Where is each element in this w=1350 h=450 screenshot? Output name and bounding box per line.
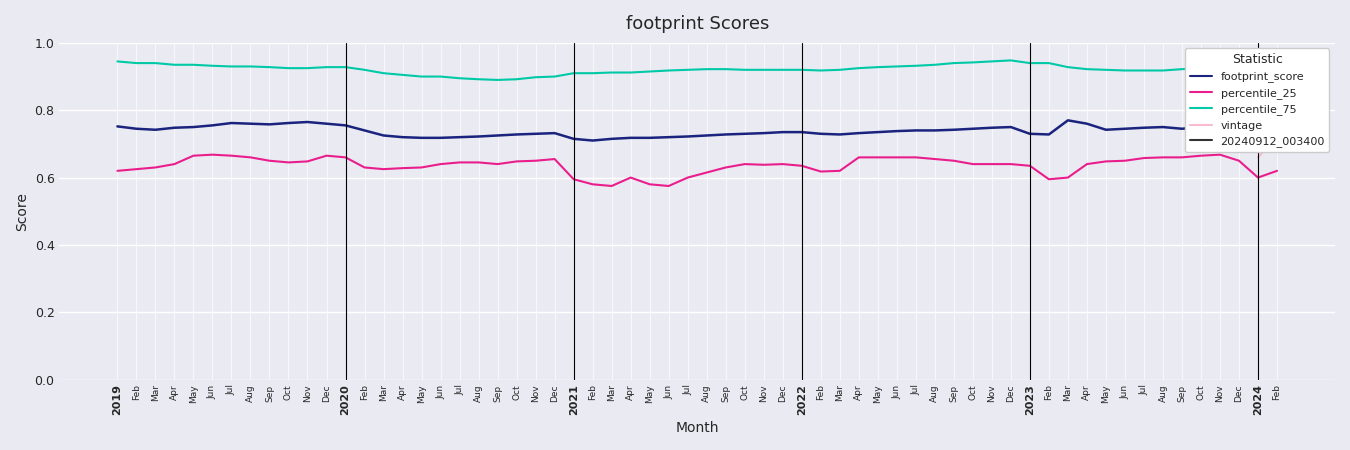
percentile_75 <box>109 58 126 64</box>
percentile_75 <box>832 67 848 72</box>
footprint_score <box>1154 124 1170 130</box>
percentile_75 <box>1154 68 1170 73</box>
percentile_25 <box>356 165 373 170</box>
footprint_score <box>832 132 848 137</box>
percentile_75 <box>338 64 354 70</box>
percentile_25 <box>603 183 620 189</box>
percentile_25 <box>204 152 220 158</box>
X-axis label: Month: Month <box>675 421 720 435</box>
footprint_score <box>109 124 126 129</box>
Title: footprint Scores: footprint Scores <box>625 15 770 33</box>
footprint_score <box>1269 135 1285 140</box>
Line: percentile_75: percentile_75 <box>117 60 1277 80</box>
footprint_score <box>585 138 601 143</box>
Line: footprint_score: footprint_score <box>117 120 1277 140</box>
Line: 20240912_003400: 20240912_003400 <box>1258 137 1277 139</box>
percentile_75 <box>698 67 714 72</box>
vintage <box>1250 155 1266 160</box>
percentile_25 <box>1269 168 1285 174</box>
Y-axis label: Score: Score <box>15 192 28 231</box>
Legend: footprint_score, percentile_25, percentile_75, vintage, 20240912_003400: footprint_score, percentile_25, percenti… <box>1185 49 1330 152</box>
percentile_25 <box>850 155 867 160</box>
20240912_003400 <box>1269 135 1285 140</box>
footprint_score <box>338 123 354 128</box>
percentile_75 <box>204 63 220 68</box>
footprint_score <box>204 123 220 128</box>
percentile_75 <box>1269 67 1285 72</box>
footprint_score <box>698 133 714 138</box>
footprint_score <box>413 135 429 140</box>
percentile_75 <box>1003 58 1019 63</box>
percentile_75 <box>490 77 506 83</box>
percentile_25 <box>223 153 239 158</box>
percentile_75 <box>413 74 429 79</box>
percentile_25 <box>109 168 126 174</box>
footprint_score <box>1060 117 1076 123</box>
percentile_25 <box>718 165 734 170</box>
Line: percentile_25: percentile_25 <box>117 155 1277 186</box>
percentile_25 <box>432 162 448 167</box>
percentile_25 <box>1154 155 1170 160</box>
Line: vintage: vintage <box>1258 137 1277 158</box>
vintage <box>1269 135 1285 140</box>
20240912_003400 <box>1250 136 1266 142</box>
